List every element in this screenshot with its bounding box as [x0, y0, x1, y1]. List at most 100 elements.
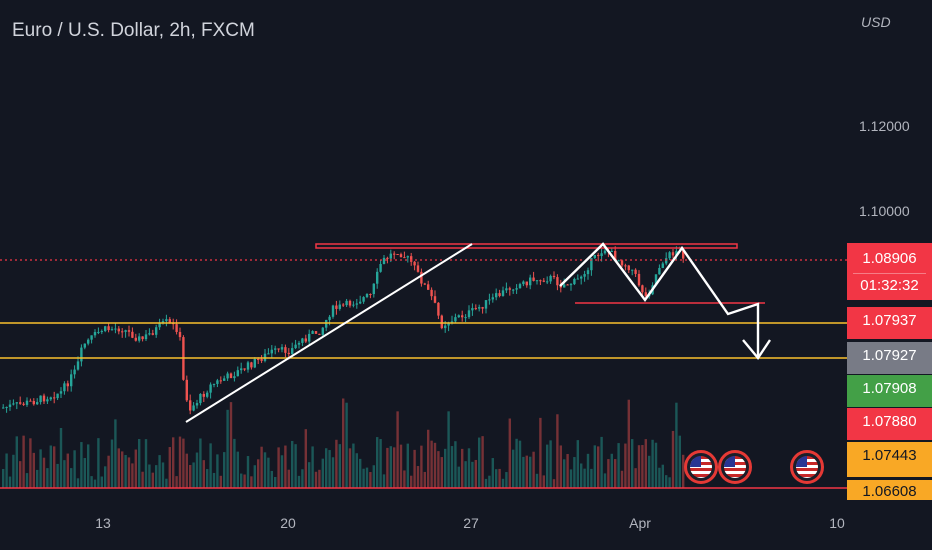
candle-body	[617, 260, 620, 262]
candle-body	[376, 271, 379, 284]
volume-bar	[369, 472, 372, 488]
candle-body	[348, 300, 352, 306]
volume-bar	[277, 447, 280, 488]
us-flag-icon[interactable]	[790, 450, 824, 484]
time-tick-apr: Apr	[629, 515, 651, 531]
volume-bar	[576, 440, 579, 488]
volume-bar	[5, 453, 8, 488]
us-flag-icon[interactable]	[718, 450, 752, 484]
volume-bar	[535, 473, 539, 488]
volume-bar	[22, 435, 25, 488]
volume-bar	[202, 460, 205, 488]
volume-bar	[311, 446, 314, 488]
volume-bar	[481, 436, 484, 488]
volume-bar	[416, 466, 420, 488]
volume-bar	[600, 436, 603, 488]
candle-body	[471, 308, 474, 311]
us-flag-icon[interactable]	[684, 450, 718, 484]
volume-bar	[73, 450, 76, 488]
candle-body	[566, 284, 569, 286]
volume-bar	[522, 456, 525, 488]
candle-body	[195, 403, 199, 406]
candle-body	[301, 338, 304, 343]
candle-body	[192, 405, 195, 411]
candle-body	[586, 270, 590, 275]
drawing-layer	[0, 242, 847, 489]
candle-body	[185, 379, 188, 401]
volume-bar	[437, 451, 440, 488]
candle-body	[168, 319, 171, 323]
candle-body	[627, 265, 630, 271]
candle-body	[46, 399, 49, 402]
volume-bar	[403, 470, 406, 488]
candle-body	[620, 260, 624, 266]
volume-bar	[56, 463, 59, 488]
candle-body	[416, 265, 420, 272]
volume-bar	[597, 446, 600, 488]
candle-body	[529, 277, 532, 286]
candle-body	[593, 254, 596, 259]
volume-bar	[682, 454, 685, 488]
volume-bar	[658, 467, 661, 488]
volume-bar	[141, 471, 144, 488]
candle-body	[87, 339, 90, 344]
candle-body	[83, 343, 86, 348]
volume-bar	[195, 452, 199, 488]
volume-bar	[474, 459, 477, 488]
volume-bar	[199, 438, 202, 488]
arrow-head-icon	[742, 339, 771, 361]
volume-bar	[246, 456, 250, 488]
symbol-title[interactable]: Euro / U.S. Dollar, 2h, FXCM	[12, 20, 255, 41]
volume-bar	[359, 458, 362, 488]
volume-bar	[457, 466, 460, 488]
candle-body	[379, 263, 382, 272]
candle-body	[100, 331, 103, 333]
volume-bar	[97, 438, 100, 488]
candle-body	[508, 288, 511, 290]
candle-body	[97, 331, 100, 333]
candle-body	[610, 251, 613, 253]
volume-bar	[301, 469, 304, 488]
volume-bar	[372, 465, 375, 488]
candle-body	[614, 251, 617, 261]
candle-body	[447, 323, 450, 326]
candle-body	[488, 299, 491, 301]
candle-body	[36, 402, 39, 405]
candle-body	[291, 348, 294, 354]
volume-bar	[182, 438, 185, 488]
volume-bar	[450, 446, 454, 488]
volume-bar	[63, 460, 66, 488]
volume-bar	[467, 448, 471, 488]
volume-bar	[76, 478, 80, 488]
volume-bar	[542, 475, 545, 488]
volume-bar	[338, 444, 341, 488]
volume-bar	[637, 445, 641, 488]
volume-bar	[131, 463, 134, 488]
candle-body	[284, 347, 287, 353]
candle-body	[114, 328, 117, 330]
candle-body	[124, 330, 127, 332]
candle-body	[80, 347, 83, 362]
candle-body	[580, 276, 583, 279]
candle-body	[542, 280, 545, 282]
candle-body	[675, 250, 678, 256]
candle-body	[590, 258, 593, 271]
candle-body	[29, 400, 32, 402]
candlesticks	[2, 246, 685, 415]
volume-bar	[495, 469, 498, 488]
volume-bar	[175, 476, 178, 488]
candle-body	[410, 256, 413, 262]
volume-bar	[267, 457, 270, 488]
volume-bar	[399, 444, 403, 488]
volume-bar	[155, 465, 158, 488]
volume-bar	[556, 414, 559, 488]
candle-body	[369, 294, 372, 296]
volume-bar	[270, 470, 273, 488]
volume-bar	[236, 451, 239, 488]
volume-bar	[355, 453, 358, 488]
candle-body	[549, 275, 552, 282]
volume-bar	[66, 453, 69, 488]
candle-body	[631, 269, 634, 271]
level-badge-6: 1.06608	[847, 480, 932, 500]
